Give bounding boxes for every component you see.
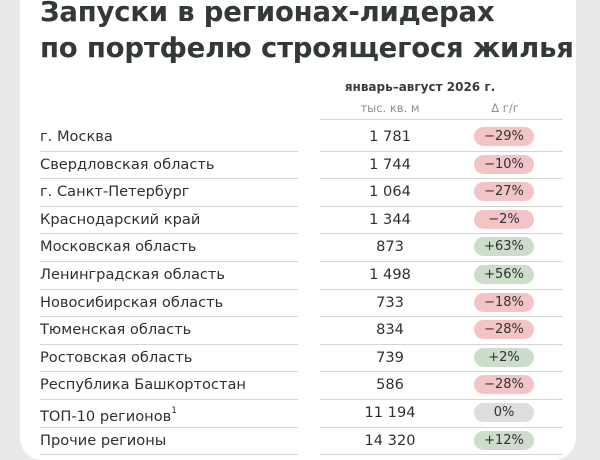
change-badge: −27% <box>474 182 534 202</box>
region-name: Краснодарский край <box>40 207 200 233</box>
volume-value: 586 <box>376 376 404 394</box>
table-row: г. Санкт-Петербург 1 064 −27% <box>40 179 563 207</box>
volume-value: 873 <box>376 238 404 256</box>
volume-value: 739 <box>376 348 404 366</box>
row-divider <box>40 150 298 152</box>
volume-value: 834 <box>376 321 404 339</box>
row-divider <box>320 426 563 428</box>
units-column-header: тыс. кв. м <box>360 101 420 115</box>
region-label: Прочие регионы <box>40 431 167 449</box>
volume-value: 1 498 <box>369 266 411 283</box>
table-row: Новосибирская область 733 −18% <box>40 290 563 318</box>
title-line-1: Запуски в регионах-лидерах <box>40 0 495 28</box>
row-divider <box>320 371 563 373</box>
row-divider <box>40 233 298 235</box>
region-label: ТОП-10 регионов <box>40 407 172 425</box>
table-row: Прочие регионы 14 320 +12% <box>40 428 563 456</box>
table-row: Республика Башкортостан 586 −28% <box>40 372 563 400</box>
row-divider <box>40 288 298 290</box>
volume-value: 1 344 <box>369 210 411 228</box>
region-name: Прочие регионы <box>40 428 166 454</box>
header-divider <box>320 119 563 120</box>
delta-column-header: Δ г/г <box>491 101 519 115</box>
region-name: Новосибирская область <box>40 290 223 316</box>
volume-value: 1 064 <box>369 183 411 201</box>
period-header: январь–август 2026 г. <box>344 80 496 94</box>
row-divider <box>320 150 563 152</box>
table-row: г. Москва 1 781 −29% <box>40 124 563 152</box>
row-divider <box>40 316 298 318</box>
region-label: г. Санкт-Петербург <box>40 183 190 201</box>
row-divider <box>320 178 563 180</box>
row-divider <box>320 205 563 207</box>
change-badge: −2% <box>474 209 534 229</box>
region-name: Ростовская область <box>40 345 192 371</box>
row-divider <box>40 454 298 456</box>
region-name: ТОП-10 регионов1 <box>40 400 177 426</box>
table-row: Ростовская область 739 +2% <box>40 345 563 373</box>
region-name: Московская область <box>40 234 196 260</box>
change-badge: 0% <box>474 403 534 422</box>
volume-value: 1 744 <box>369 155 411 173</box>
row-divider <box>40 398 298 400</box>
region-name: Ленинградская область <box>40 262 225 288</box>
change-badge: +2% <box>474 347 534 367</box>
region-label: Московская область <box>40 238 197 256</box>
row-divider <box>320 260 563 262</box>
change-badge: −28% <box>474 375 534 395</box>
region-label: Новосибирская область <box>40 293 224 311</box>
row-divider <box>40 343 298 345</box>
row-divider <box>320 316 563 318</box>
change-badge: −28% <box>474 320 534 340</box>
region-name: Тюменская область <box>40 317 191 343</box>
region-label: Краснодарский край <box>40 210 201 228</box>
row-divider <box>40 426 298 428</box>
table-row: Московская область 873 +63% <box>40 234 563 262</box>
change-badge: −10% <box>474 154 534 174</box>
table-row: Тюменская область 834 −28% <box>40 317 563 345</box>
row-divider <box>320 343 563 345</box>
volume-value: 733 <box>376 293 404 311</box>
row-divider <box>320 288 563 290</box>
region-label: Ростовская область <box>40 348 193 366</box>
region-name: Республика Башкортостан <box>40 372 246 398</box>
table-row: Свердловская область 1 744 −10% <box>40 152 563 180</box>
volume-value: 14 320 <box>364 431 416 449</box>
table-row: Ленинградская область 1 498 +56% <box>40 262 563 290</box>
region-name: Свердловская область <box>40 152 215 178</box>
page-title: Запуски в регионах-лидерах по портфелю с… <box>40 0 574 66</box>
footnote-marker: 1 <box>171 406 177 416</box>
volume-value: 1 781 <box>369 128 411 145</box>
region-label: Ленинградская область <box>40 266 226 283</box>
row-divider <box>320 398 563 400</box>
row-divider <box>40 371 298 373</box>
table-row: Краснодарский край 1 344 −2% <box>40 207 563 235</box>
change-badge: −18% <box>474 292 534 312</box>
row-divider <box>40 178 298 180</box>
title-line-2: по портфелю строящегося жилья <box>40 32 574 64</box>
change-badge: −29% <box>474 127 534 146</box>
region-name: г. Санкт-Петербург <box>40 179 189 205</box>
region-label: Тюменская область <box>40 321 192 339</box>
change-badge: +12% <box>474 430 534 450</box>
region-label: Республика Башкортостан <box>40 376 246 394</box>
row-divider <box>320 454 563 456</box>
table-row: ТОП-10 регионов1 11 194 0% <box>40 400 563 428</box>
volume-value: 11 194 <box>364 404 416 421</box>
change-badge: +63% <box>474 237 534 257</box>
region-label: Свердловская область <box>40 155 215 173</box>
row-divider <box>40 260 298 262</box>
row-divider <box>40 205 298 207</box>
change-badge: +56% <box>474 265 534 284</box>
region-label: г. Москва <box>40 128 113 145</box>
row-divider <box>320 233 563 235</box>
region-name: г. Москва <box>40 124 113 150</box>
